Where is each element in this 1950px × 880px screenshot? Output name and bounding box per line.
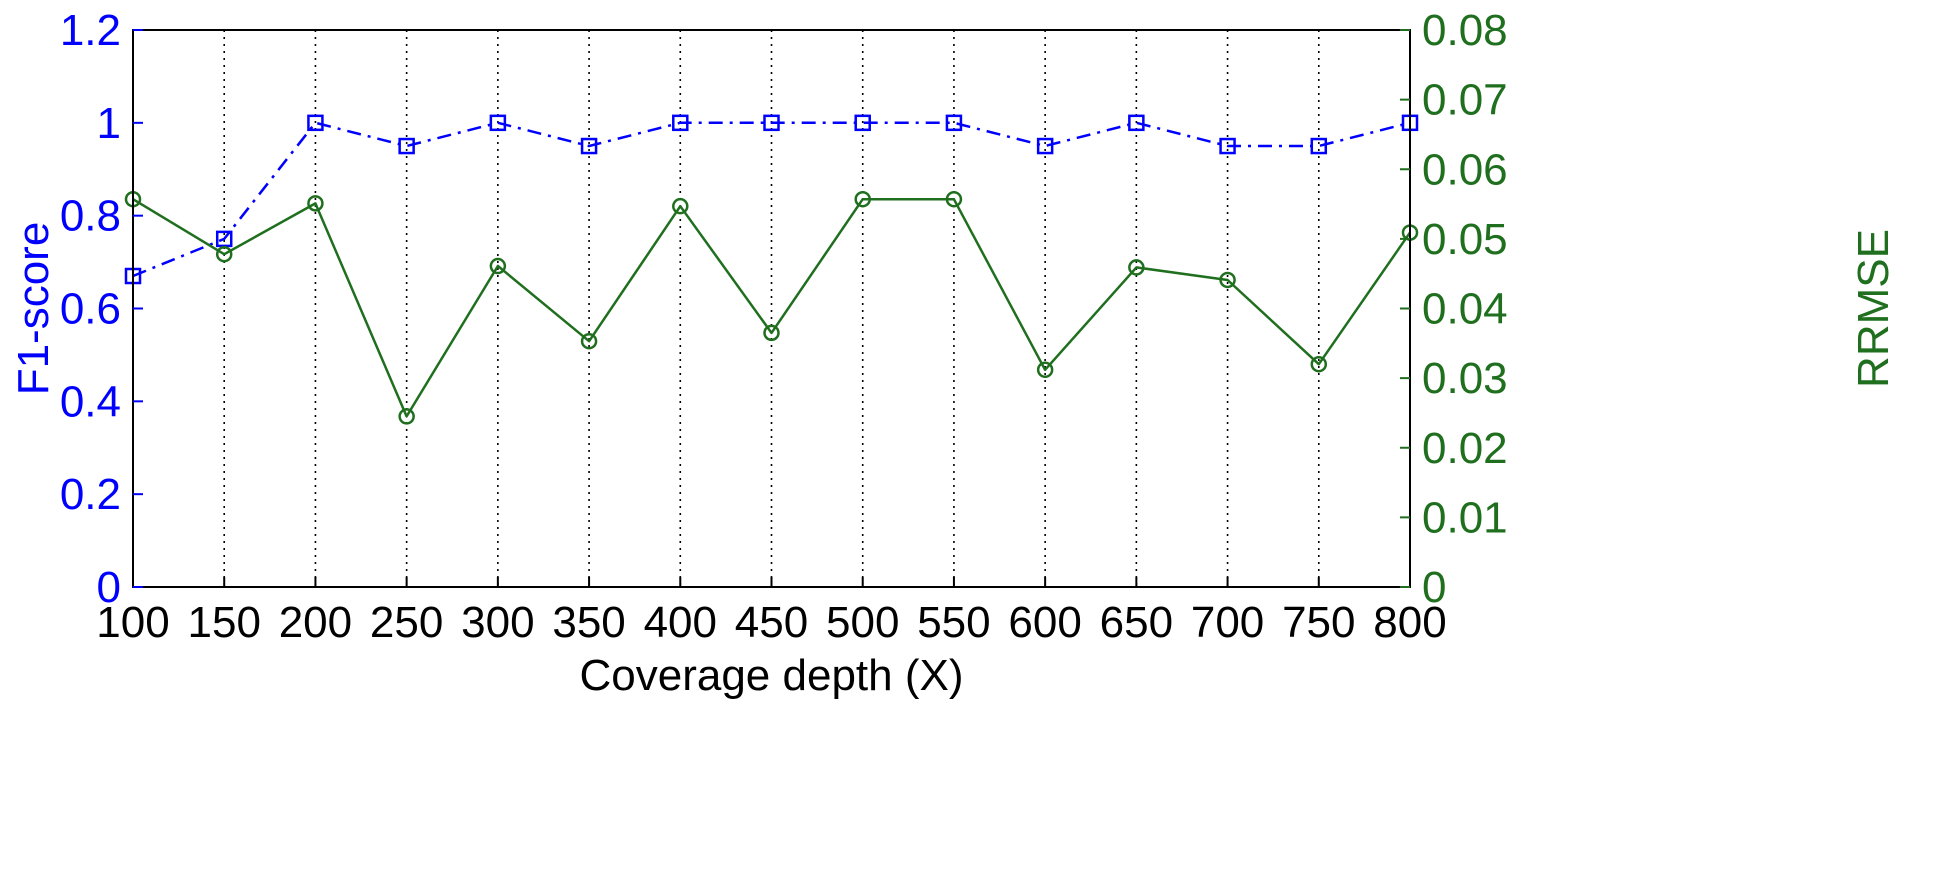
x-tick-label: 650 [1100, 598, 1173, 647]
y-right-tick-label: 0.03 [1422, 354, 1508, 403]
series-0-point [854, 114, 871, 132]
series-1-point [307, 195, 324, 212]
y-right-tick-label: 0.04 [1422, 285, 1508, 334]
x-tick-label: 700 [1191, 598, 1264, 647]
series-0-point [672, 114, 689, 132]
series-1-point [763, 324, 780, 342]
y-right-tick-label: 0 [1422, 563, 1446, 612]
series-0-point [763, 114, 780, 132]
series-0-point [215, 230, 233, 248]
series-0-point [1219, 137, 1236, 155]
series-1-point [1036, 361, 1054, 379]
series-layer [124, 114, 1419, 425]
y-left-tick-label: 1 [97, 99, 121, 148]
x-tick-label: 200 [279, 598, 352, 647]
series-0-line [132, 121, 1411, 278]
y-left-tick-label: 0.6 [60, 285, 121, 334]
series-0-point [1128, 114, 1145, 132]
y-left-tick-label: 0.2 [60, 470, 121, 519]
x-tick-label: 150 [188, 598, 261, 647]
series-0-point [398, 137, 415, 155]
y-axis-label-left: F1-score [9, 222, 58, 396]
y-right-tick-label: 0.02 [1422, 424, 1508, 473]
y-right-tick-label: 0.08 [1422, 6, 1508, 55]
axis-layer: 100 150 200 250 300 350 400 450 500 550 600 650 700 7… [60, 6, 1508, 647]
x-tick-label: 300 [461, 598, 534, 647]
y-left-tick-label: 1.2 [60, 6, 121, 55]
x-tick-label: 350 [552, 598, 625, 647]
series-0-point [945, 114, 963, 132]
y-right-tick-label: 0.06 [1422, 145, 1508, 194]
x-tick-label: 800 [1373, 598, 1446, 647]
x-tick-label: 600 [1008, 598, 1081, 647]
series-0-point [307, 114, 324, 132]
y-left-tick-label: 0.8 [60, 192, 121, 241]
x-tick-label: 450 [735, 598, 808, 647]
y-right-tick-label: 0.07 [1422, 76, 1508, 125]
series-1-point [1128, 259, 1145, 276]
series-1-point [854, 190, 871, 208]
series-0-point [1036, 137, 1054, 155]
y-left-tick-label: 0.4 [60, 377, 121, 426]
series-1-point [215, 245, 233, 263]
x-tick-label: 400 [644, 598, 717, 647]
series-1-point [945, 190, 963, 208]
x-tick-label: 750 [1282, 598, 1355, 647]
series-1-point [398, 408, 415, 425]
y-right-tick-label: 0.05 [1422, 215, 1508, 264]
x-tick-label: 550 [917, 598, 990, 647]
x-tick-label: 100 [96, 598, 169, 647]
series-0-point [489, 114, 507, 132]
series-1-point [672, 197, 689, 215]
series-1-point [1219, 271, 1236, 289]
x-tick-label: 250 [370, 598, 443, 647]
series-0-point [580, 137, 598, 155]
series-1-point [580, 332, 598, 350]
y-right-tick-label: 0.01 [1422, 493, 1508, 542]
x-axis-label: Coverage depth (X) [580, 651, 964, 700]
series-1-line [132, 197, 1412, 418]
series-1-point [1310, 355, 1328, 373]
y-left-tick-label: 0 [97, 563, 121, 612]
series-1-point [489, 257, 507, 275]
x-tick-label: 500 [826, 598, 899, 647]
series-0-point [1310, 137, 1328, 155]
y-axis-label-right: RRMSE [1849, 229, 1898, 388]
